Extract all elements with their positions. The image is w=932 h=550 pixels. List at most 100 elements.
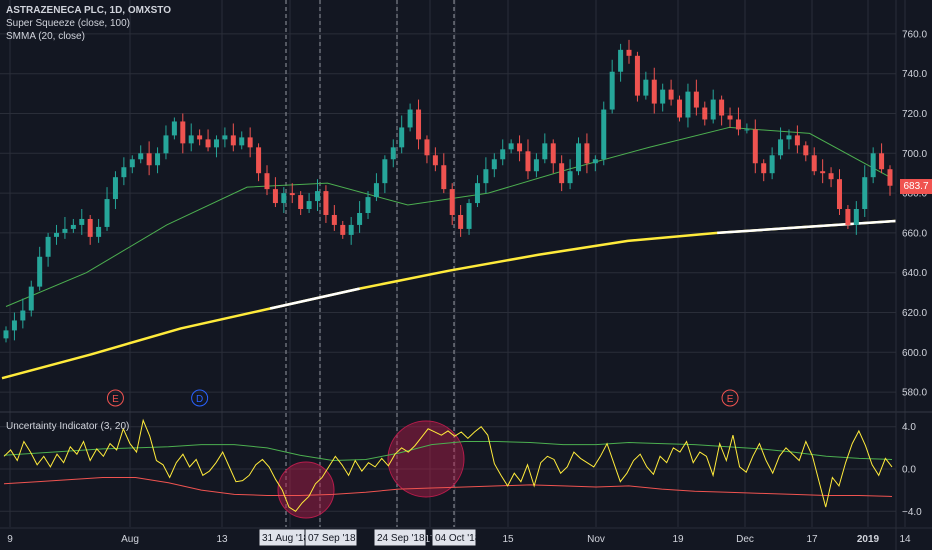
candle-body <box>752 129 758 164</box>
candle-body <box>761 163 767 174</box>
time-tick-label: 19 <box>672 534 684 545</box>
candle-body <box>449 189 455 215</box>
candle-body <box>155 153 161 166</box>
super-squeeze-highlight <box>269 287 360 310</box>
time-tick-label: 15 <box>502 534 514 545</box>
candle-body <box>230 135 236 146</box>
candle-body <box>197 135 203 140</box>
candle-body <box>424 139 430 156</box>
candle-body <box>104 199 110 227</box>
time-tick-label: 14 <box>899 534 911 545</box>
price-tick-label: 640.0 <box>902 268 927 279</box>
candle-body <box>828 173 834 180</box>
candle-body <box>735 119 741 130</box>
candle-body <box>323 191 329 215</box>
grid <box>0 0 906 527</box>
price-axis[interactable]: 580.0 600.0 620.0 640.0 660.0 680.0 700.0 720.0… <box>895 0 927 550</box>
candle-body <box>769 155 775 174</box>
candle-body <box>879 153 885 170</box>
time-tick-label: 17 <box>424 534 436 545</box>
event-marker-circle <box>106 389 124 407</box>
price-tick-label: 740.0 <box>902 69 927 80</box>
super-squeeze-highlight <box>717 225 807 235</box>
candle-body <box>794 135 800 146</box>
time-axis[interactable]: 9Aug1320101715Nov19Dec1720191431 Aug '18… <box>0 527 932 547</box>
osc-main-line <box>3 418 893 512</box>
price-tick-label: 660.0 <box>902 228 927 239</box>
candle-body <box>432 155 438 166</box>
candle-body <box>163 135 169 154</box>
candle-body <box>79 218 85 225</box>
super-squeeze-highlight <box>806 219 897 229</box>
date-badge-label: 07 Sep '18 <box>308 533 356 544</box>
osc-lower-band <box>3 476 893 497</box>
time-tick-label: Dec <box>736 534 754 545</box>
candle-body <box>28 286 34 311</box>
candle-body <box>626 49 632 56</box>
candle-body <box>365 197 371 213</box>
event-marker-circle <box>721 389 739 407</box>
candle-body <box>660 89 666 104</box>
candle-body <box>567 171 573 184</box>
candle-body <box>222 135 228 140</box>
candle-body <box>281 193 287 204</box>
indicator-smma-label[interactable]: SMMA (20, close) <box>6 31 85 42</box>
candle-body <box>483 169 489 184</box>
candle-body <box>643 79 649 96</box>
candle-body <box>121 167 127 178</box>
candle-body <box>11 320 17 331</box>
candle-body <box>500 149 506 160</box>
date-badge <box>304 528 358 547</box>
candle-body <box>373 183 379 198</box>
candle-body <box>416 109 422 140</box>
date-badge-label: 31 Aug '18 <box>262 533 309 544</box>
price-tick-label: 720.0 <box>902 109 927 120</box>
uncertainty-indicator-label[interactable]: Uncertainty Indicator (3, 20) <box>6 421 130 432</box>
candle-body <box>618 49 624 72</box>
candle-body <box>525 151 531 172</box>
current-price-badge: 683.7 <box>900 179 932 194</box>
candle-body <box>205 139 211 148</box>
candle-body <box>331 214 337 225</box>
event-marker-label: D <box>196 394 203 405</box>
chart-legend: ASTRAZENECA PLC, 1D, OMXSTO Super Squeez… <box>6 4 171 43</box>
candle-body <box>533 159 539 172</box>
candle-body <box>517 143 523 152</box>
candle-body <box>390 147 396 160</box>
candle-body <box>146 153 152 166</box>
candle-body <box>778 139 784 156</box>
date-badge <box>373 528 427 547</box>
candle-body <box>710 99 716 120</box>
osc-tick-label: 4.0 <box>902 422 916 433</box>
candle-body <box>601 109 607 160</box>
candle-body <box>685 91 691 118</box>
candle-body <box>357 213 363 225</box>
price-tick-label: 760.0 <box>902 29 927 40</box>
time-tick-label: 9 <box>7 534 13 545</box>
candlestick-series[interactable] <box>3 39 893 343</box>
candle-body <box>836 179 842 210</box>
candle-body <box>138 153 144 160</box>
indicator-super-squeeze-label[interactable]: Super Squeeze (close, 100) <box>6 18 130 29</box>
price-tick-label: 620.0 <box>902 308 927 319</box>
candle-body <box>550 143 556 164</box>
candle-body <box>239 137 245 146</box>
candle-body <box>887 169 893 186</box>
candle-body <box>508 143 514 150</box>
candle-body <box>180 121 186 144</box>
candle-body <box>693 91 699 108</box>
candle-body <box>811 155 817 172</box>
candle-body <box>45 236 51 257</box>
candle-body <box>37 256 43 287</box>
symbol-title[interactable]: ASTRAZENECA PLC, 1D, OMXSTO <box>6 5 172 16</box>
candle-body <box>315 191 321 202</box>
candle-body <box>786 135 792 140</box>
candle-body <box>651 79 657 104</box>
date-badge <box>431 528 477 547</box>
time-tick-label: Nov <box>587 534 605 545</box>
candle-body <box>256 147 262 174</box>
candle-body <box>491 159 497 170</box>
candle-body <box>54 232 60 237</box>
